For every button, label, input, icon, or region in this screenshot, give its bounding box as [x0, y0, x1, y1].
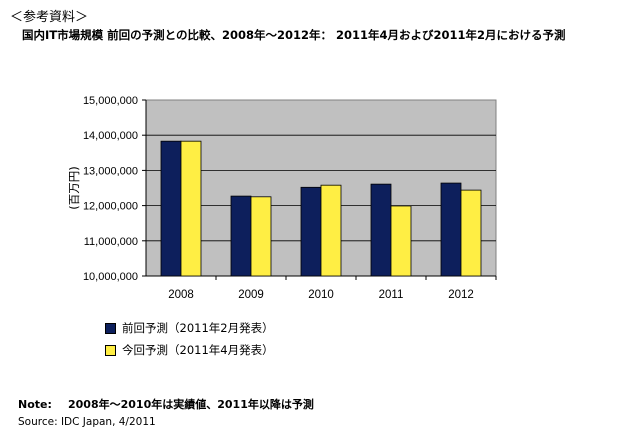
reference-label: ＜参考資料＞ — [10, 10, 89, 25]
x-tick-label: 2008 — [168, 289, 194, 301]
source-text: Source: IDC Japan, 4/2011 — [18, 416, 156, 428]
legend-label-previous: 前回予測（2011年2月発表） — [122, 321, 274, 335]
bar-current-2008 — [180, 140, 202, 277]
note-label: Note: — [18, 398, 52, 411]
y-tick-label: 13,000,000 — [83, 165, 138, 177]
legend-label-current: 今回予測（2011年4月発表） — [122, 343, 274, 357]
x-tick-label: 2011 — [379, 289, 404, 301]
y-tick-label: 11,000,000 — [84, 236, 138, 248]
bar-current-2009 — [250, 196, 272, 277]
legend-item-current: 今回予測（2011年4月発表） — [105, 342, 274, 358]
legend-swatch-previous — [105, 322, 116, 334]
x-tick-label: 2010 — [308, 289, 334, 301]
bar-previous-2010 — [300, 186, 322, 277]
x-tick-label: 2009 — [238, 289, 264, 301]
bar-previous-2009 — [230, 195, 252, 277]
y-axis-label: (百万円) — [67, 166, 81, 209]
y-tick-label: 10,000,000 — [83, 271, 138, 283]
bar-previous-2008 — [160, 140, 182, 277]
note: Note: 2008年～2010年は実績値、2011年以降は予測 — [18, 396, 314, 412]
y-tick-label: 12,000,000 — [83, 201, 138, 213]
bar-current-2010 — [320, 184, 342, 277]
note-text: 2008年～2010年は実績値、2011年以降は予測 — [68, 398, 314, 411]
bar-previous-2012 — [440, 182, 462, 277]
y-tick-label: 15,000,000 — [83, 95, 138, 107]
bar-current-2012 — [460, 189, 482, 277]
bar-previous-2011 — [370, 183, 392, 277]
bar-current-2011 — [390, 205, 412, 277]
y-tick-label: 14,000,000 — [83, 130, 138, 142]
x-tick-label: 2012 — [448, 289, 474, 301]
legend-swatch-current — [105, 344, 116, 356]
legend-item-previous: 前回予測（2011年2月発表） — [105, 320, 274, 336]
chart-title: 国内IT市場規模 前回の予測との比較、2008年～2012年： 2011年4月お… — [22, 28, 566, 42]
